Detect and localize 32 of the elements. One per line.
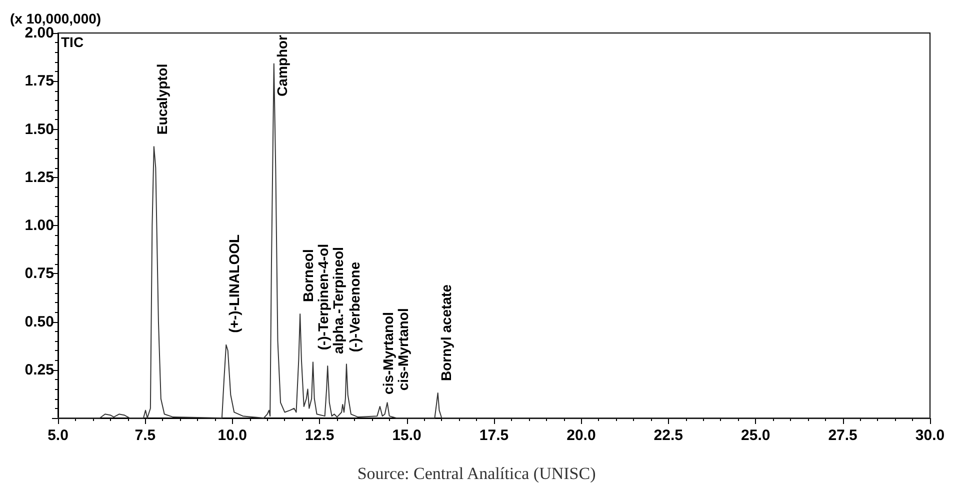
annotation: cis-Myrtanol <box>380 312 396 394</box>
source-note: Source: Central Analítica (UNISC) <box>357 464 596 483</box>
x-tick-label: 20.0 <box>566 427 596 444</box>
y-tick-label: 1.50 <box>24 120 54 138</box>
x-tick-label: 12.5 <box>305 427 334 444</box>
y-tick-label: 0.75 <box>24 265 54 282</box>
annotation: (+-)-LINALOOL <box>226 234 242 333</box>
annotation: (-)-Terpinen-4-ol <box>315 244 332 350</box>
x-tick-label: 22.5 <box>654 427 683 444</box>
x-tick-label: 27.5 <box>828 427 858 444</box>
x-tick-label: 10.0 <box>218 427 247 444</box>
y-tick-label: 1.75 <box>24 72 54 90</box>
y-tick-label: 0.25 <box>24 361 54 378</box>
x-tick-label: 17.5 <box>479 427 509 444</box>
annotation: Borneol <box>300 249 316 302</box>
annotation: Camphor <box>274 34 290 96</box>
annotation: TIC <box>61 34 84 50</box>
annotation: cis-Myrtanol <box>394 308 411 391</box>
x-tick-label: 15.0 <box>392 427 422 444</box>
annotation: Bornyl acetate <box>438 284 454 381</box>
y-tick-label: 0.50 <box>24 313 54 330</box>
x-tick-label: 25.0 <box>741 427 770 444</box>
annotation: Eucalyptol <box>154 64 170 135</box>
y-tick-label: 1.00 <box>24 217 54 234</box>
y-tick-label: 2.00 <box>24 24 54 42</box>
x-tick-label: 7.5 <box>134 427 156 444</box>
x-tick-label: 5.0 <box>48 427 68 444</box>
annotation: alpha.-Terpineol <box>330 246 346 354</box>
y-axis-title: (x 10,000,000) <box>10 10 102 27</box>
annotation: (-)-Verbenone <box>346 262 362 352</box>
y-tick-label: 1.25 <box>24 168 54 186</box>
x-tick-label: 30.0 <box>915 427 945 444</box>
